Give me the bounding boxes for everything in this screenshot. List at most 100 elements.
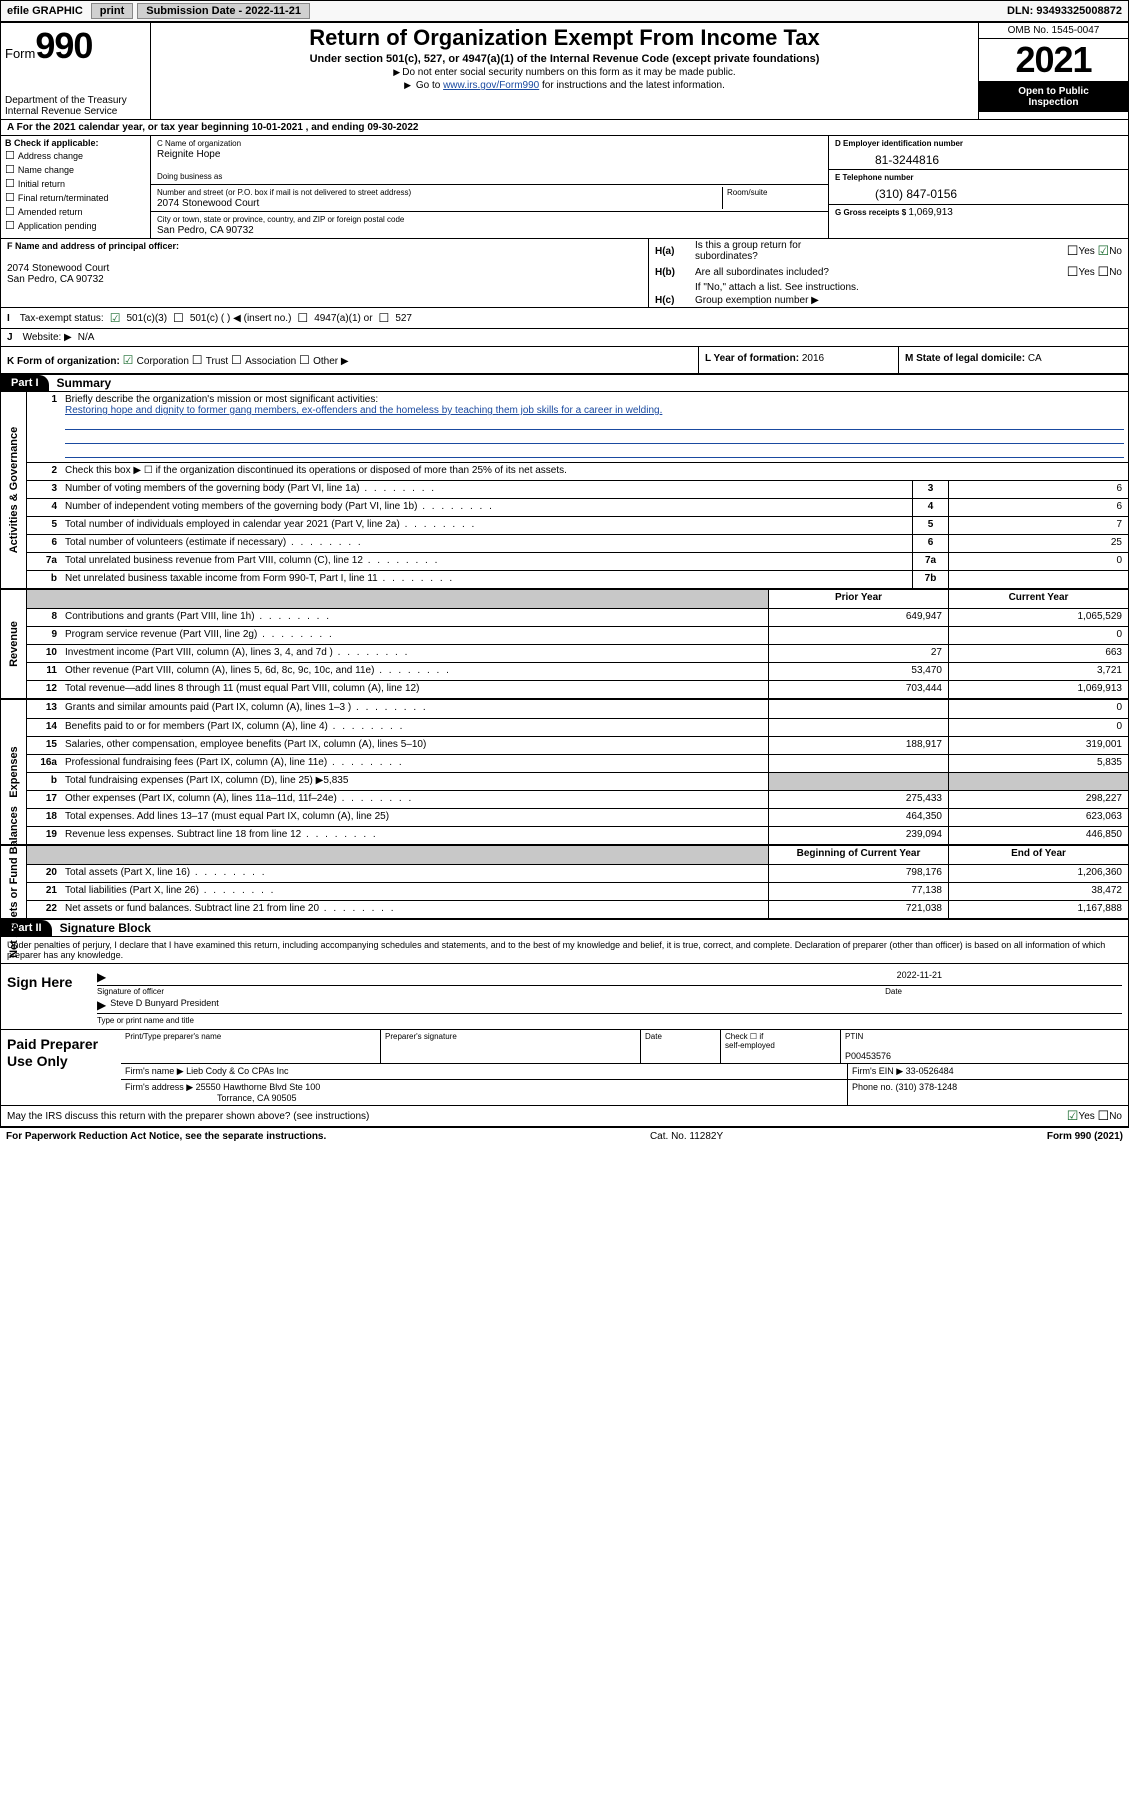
discuss-row: May the IRS discuss this return with the… [1, 1106, 1128, 1127]
chk-other[interactable] [299, 356, 313, 367]
dba-caption: Doing business as [157, 172, 222, 181]
form-990-label: Form990 [5, 25, 146, 67]
ha-text2: subordinates? [695, 251, 758, 262]
line7a-value: 0 [948, 553, 1128, 570]
line-14: 14Benefits paid to or for members (Part … [27, 718, 1128, 736]
dln-label: DLN: 93493325008872 [1007, 5, 1128, 17]
form-subtitle: Under section 501(c), 527, or 4947(a)(1)… [157, 53, 972, 65]
row-l: L Year of formation: 2016 [698, 347, 898, 373]
line5-value: 7 [948, 517, 1128, 534]
h-b-row: H(b) Are all subordinates included? Yes … [649, 263, 1128, 281]
form-container: Form990 Department of the Treasury Inter… [0, 22, 1129, 1128]
line-18: 18Total expenses. Add lines 13–17 (must … [27, 808, 1128, 826]
sidelabel-revenue: Revenue [1, 590, 27, 698]
header-left: Form990 Department of the Treasury Inter… [1, 23, 151, 119]
part-ii-header: Part II Signature Block [1, 920, 1128, 937]
l-label: L Year of formation: [705, 353, 802, 364]
city-row: City or town, state or province, country… [151, 212, 828, 238]
line3-value: 6 [948, 481, 1128, 498]
col-f-officer: F Name and address of principal officer:… [1, 239, 648, 307]
section-f-h: F Name and address of principal officer:… [1, 239, 1128, 308]
line1-caption: Briefly describe the organization's miss… [65, 394, 378, 405]
col-c-org-info: C Name of organization Reignite Hope Doi… [151, 136, 828, 238]
row-klm: K Form of organization: Corporation Trus… [1, 347, 1128, 375]
col-headers-rev: Prior Year Current Year [27, 590, 1128, 608]
header-middle: Return of Organization Exempt From Incom… [151, 23, 978, 119]
open-public-1: Open to Public [981, 86, 1126, 97]
name-line: Steve D Bunyard President [97, 998, 1122, 1014]
phone-value: (310) 847-0156 [835, 183, 1122, 201]
line-6: 6Total number of volunteers (estimate if… [27, 534, 1128, 552]
ha-yes[interactable] [1067, 246, 1079, 257]
submission-date-button[interactable]: Submission Date - 2022-11-21 [137, 3, 310, 19]
preparer-label: Paid Preparer Use Only [1, 1030, 121, 1105]
line-1: 1 Briefly describe the organization's mi… [27, 392, 1128, 462]
sig-caption: Signature of officer [97, 987, 164, 996]
line-13: 13Grants and similar amounts paid (Part … [27, 700, 1128, 718]
tax-status-label: Tax-exempt status: [20, 313, 104, 324]
name-caption: Type or print name and title [97, 1016, 194, 1025]
sidelabel-governance: Activities & Governance [1, 392, 27, 588]
chk-527[interactable] [379, 311, 390, 325]
ssn-note: Do not enter social security numbers on … [157, 67, 972, 78]
chk-address-change[interactable]: Address change [5, 149, 146, 162]
summary-section: Activities & Governance 1 Briefly descri… [1, 392, 1128, 920]
officer-caption: F Name and address of principal officer: [7, 241, 179, 251]
row-a-tax-year: A For the 2021 calendar year, or tax yea… [1, 120, 1128, 136]
gross-receipts-row: G Gross receipts $ 1,069,913 [829, 205, 1128, 238]
sidelabel-net-assets: Net Assets or Fund Balances [1, 846, 27, 918]
chk-501c3[interactable] [110, 311, 121, 325]
chk-trust[interactable] [192, 356, 206, 367]
discuss-yes[interactable] [1067, 1111, 1079, 1122]
hdr-end: End of Year [948, 846, 1128, 864]
discuss-no[interactable] [1098, 1111, 1110, 1122]
chk-initial-return[interactable]: Initial return [5, 177, 146, 190]
firm-phone: (310) 378-1248 [896, 1082, 958, 1092]
sig-date-value: 2022-11-21 [897, 970, 1122, 985]
ein-value: 81-3244816 [835, 149, 1122, 167]
k-label: K Form of organization: [7, 356, 120, 367]
row-k: K Form of organization: Corporation Trus… [1, 347, 698, 373]
form-ref: Form 990 (2021) [1047, 1131, 1123, 1142]
irs-label: Internal Revenue Service [5, 106, 146, 117]
line-21: 21Total liabilities (Part X, line 26)77,… [27, 882, 1128, 900]
phone-row: E Telephone number (310) 847-0156 [829, 170, 1128, 204]
row-j: J Website: ▶ N/A [1, 329, 1128, 347]
part-i-tag: Part I [1, 375, 49, 391]
chk-corporation[interactable] [123, 356, 137, 367]
officer-addr2: San Pedro, CA 90732 [7, 274, 104, 285]
chk-4947[interactable] [297, 311, 308, 325]
submission-date-value: 2022-11-21 [245, 5, 301, 17]
website-label: Website: ▶ [23, 332, 72, 343]
chk-amended-return[interactable]: Amended return [5, 205, 146, 218]
line-7a: 7aTotal unrelated business revenue from … [27, 552, 1128, 570]
irs-link[interactable]: www.irs.gov/Form990 [443, 80, 539, 91]
h-c-row: H(c)Group exemption number ▶ [649, 294, 1128, 307]
hb-no[interactable] [1098, 267, 1110, 278]
org-name-caption: C Name of organization [157, 139, 241, 148]
chk-name-change[interactable]: Name change [5, 163, 146, 176]
line-11: 11Other revenue (Part VIII, column (A), … [27, 662, 1128, 680]
preparer-block: Paid Preparer Use Only Print/Type prepar… [1, 1030, 1128, 1106]
chk-application-pending[interactable]: Application pending [5, 219, 146, 232]
line-3: 3Number of voting members of the governi… [27, 480, 1128, 498]
officer-name: Steve D Bunyard President [110, 998, 219, 1013]
hb-yes[interactable] [1067, 267, 1079, 278]
line1-mission: Restoring hope and dignity to former gan… [65, 405, 662, 416]
line-7b: bNet unrelated business taxable income f… [27, 570, 1128, 588]
firm-name: Lieb Cody & Co CPAs Inc [186, 1066, 288, 1076]
part-ii-title: Signature Block [52, 921, 151, 935]
print-button[interactable]: print [91, 3, 133, 19]
form-header: Form990 Department of the Treasury Inter… [1, 23, 1128, 120]
ein-caption: D Employer identification number [835, 139, 963, 148]
signature-line: 2022-11-21 [97, 970, 1122, 986]
line-4: 4Number of independent voting members of… [27, 498, 1128, 516]
chk-501c[interactable] [173, 311, 184, 325]
line-8: 8Contributions and grants (Part VIII, li… [27, 608, 1128, 626]
col-h: H(a) Is this a group return forsubordina… [648, 239, 1128, 307]
ein-row: D Employer identification number 81-3244… [829, 136, 1128, 170]
chk-association[interactable] [231, 356, 245, 367]
firm-addr1: 25550 Hawthorne Blvd Ste 100 [196, 1082, 321, 1092]
chk-final-return[interactable]: Final return/terminated [5, 191, 146, 204]
ha-no[interactable] [1098, 246, 1110, 257]
